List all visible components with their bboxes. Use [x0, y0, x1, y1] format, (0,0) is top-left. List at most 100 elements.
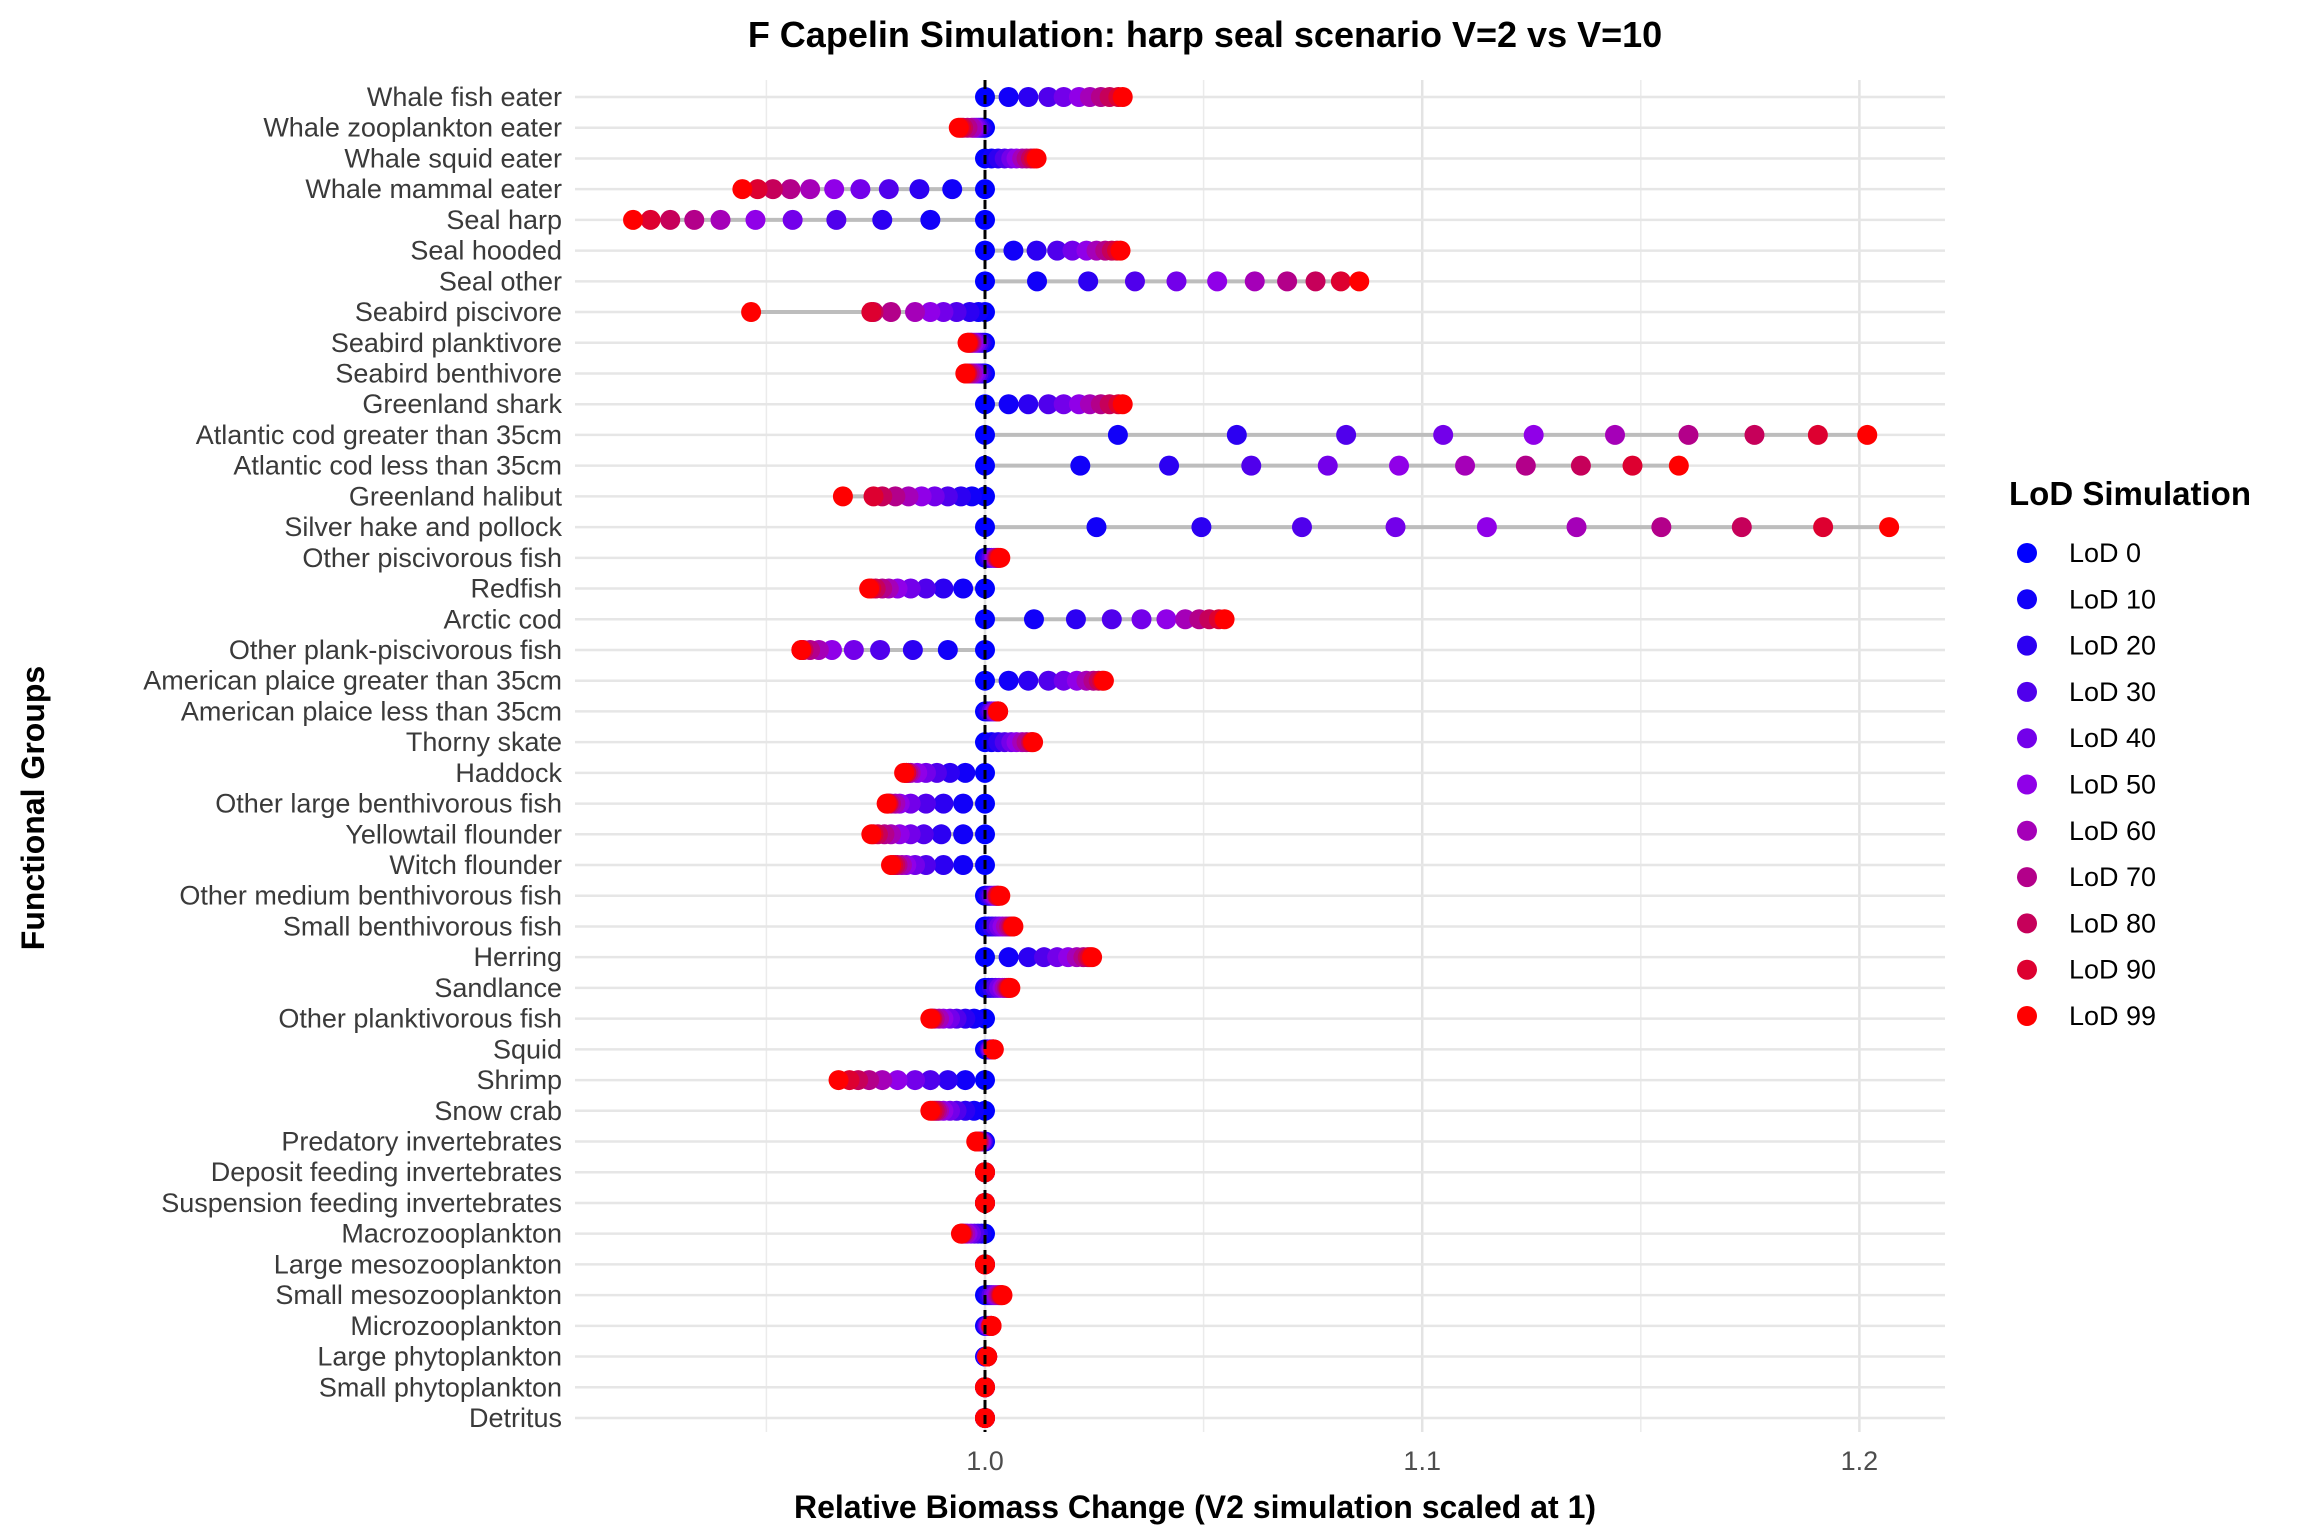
y-tick-label: Whale mammal eater [305, 174, 562, 204]
data-point [872, 209, 893, 230]
y-tick-label: American plaice greater than 35cm [143, 666, 562, 696]
y-tick-label: Shrimp [476, 1065, 562, 1095]
legend-key [2017, 543, 2037, 563]
y-tick-label: Haddock [455, 758, 562, 788]
data-point [1078, 271, 1099, 292]
data-point [1207, 271, 1228, 292]
data-point [920, 1100, 941, 1121]
y-tick-label: Atlantic cod less than 35cm [233, 451, 562, 481]
legend-label: LoD 70 [2069, 862, 2156, 892]
data-points [623, 87, 1900, 1428]
data-point [824, 179, 845, 200]
data-point [975, 424, 995, 445]
data-point [710, 209, 731, 230]
data-point [1053, 394, 1074, 415]
data-point [998, 87, 1019, 107]
legend-key [2017, 728, 2037, 749]
data-point [894, 762, 915, 783]
data-point [1038, 87, 1059, 107]
data-point [920, 1070, 941, 1091]
data-point [1038, 394, 1059, 415]
data-point [1605, 424, 1626, 445]
data-point [975, 394, 995, 415]
y-tick-label: Snow crab [434, 1096, 562, 1126]
data-point [1038, 670, 1059, 691]
data-point [832, 486, 853, 507]
data-point [1879, 517, 1900, 538]
legend-key [2017, 913, 2037, 934]
legend-items: LoD 0 LoD 10 LoD 20 LoD 30 LoD 40 LoD 50 LoD 6… [2017, 538, 2156, 1031]
data-point [1330, 271, 1351, 292]
data-point [953, 824, 974, 845]
data-point [1110, 240, 1131, 261]
data-point [953, 855, 974, 876]
legend-key [2017, 1006, 2037, 1026]
data-point [1744, 424, 1765, 445]
data-point [966, 1131, 987, 1152]
data-point [1112, 394, 1133, 415]
legend-title: LoD Simulation [2009, 475, 2251, 512]
range-segments [633, 95, 1890, 1359]
data-point [745, 209, 766, 230]
data-point [981, 1315, 1002, 1336]
y-tick-label: Predatory invertebrates [281, 1127, 562, 1157]
data-point [975, 1254, 995, 1275]
data-point [1086, 517, 1107, 538]
y-tick-label: Other piscivorous fish [302, 543, 562, 573]
y-tick-label: Arctic cod [443, 604, 562, 634]
data-point [1062, 240, 1083, 261]
data-point [1124, 271, 1145, 292]
data-point [1226, 424, 1247, 445]
y-tick-label: Microzooplankton [350, 1311, 562, 1341]
data-point [975, 578, 995, 599]
data-point [887, 1070, 908, 1091]
data-point [975, 609, 995, 630]
data-point [1166, 271, 1187, 292]
legend-key [2017, 635, 2037, 656]
legend-label: LoD 10 [2069, 584, 2156, 614]
y-tick-label: Greenland halibut [349, 481, 563, 511]
data-point [1000, 977, 1021, 998]
legend-label: LoD 20 [2069, 631, 2156, 661]
chart-title: F Capelin Simulation: harp seal scenario… [748, 14, 1662, 55]
data-point [1003, 240, 1024, 261]
data-point [1131, 609, 1152, 630]
y-tick-label: Whale squid eater [344, 143, 562, 173]
legend-label: LoD 60 [2069, 816, 2156, 846]
data-point [684, 209, 705, 230]
y-tick-label: Thorny skate [406, 727, 562, 757]
data-point [1476, 517, 1497, 538]
data-point [1027, 271, 1048, 292]
data-point [747, 179, 768, 200]
data-point [881, 855, 902, 876]
legend-key [2017, 820, 2037, 841]
data-point [1570, 455, 1591, 476]
data-point [915, 793, 936, 814]
data-point [933, 793, 954, 814]
data-point [741, 302, 762, 323]
data-point [1241, 455, 1262, 476]
legend-key [2017, 589, 2037, 610]
legend-key [2017, 774, 2037, 795]
data-point [909, 179, 930, 200]
data-point [1857, 424, 1878, 445]
data-point [800, 179, 821, 200]
y-tick-label: Silver hake and pollock [284, 512, 562, 542]
data-point [1053, 87, 1074, 107]
legend-key [2017, 959, 2037, 980]
data-point [1112, 87, 1133, 107]
data-point [1813, 517, 1834, 538]
data-point [1678, 424, 1699, 445]
data-point [791, 639, 812, 660]
data-point [905, 1070, 926, 1091]
data-point [1156, 609, 1177, 630]
y-tick-label: Whale fish eater [367, 82, 562, 112]
data-point [861, 302, 882, 323]
data-point [1385, 517, 1406, 538]
legend-label: LoD 0 [2069, 538, 2141, 568]
data-point [902, 639, 923, 660]
data-point [1317, 455, 1338, 476]
